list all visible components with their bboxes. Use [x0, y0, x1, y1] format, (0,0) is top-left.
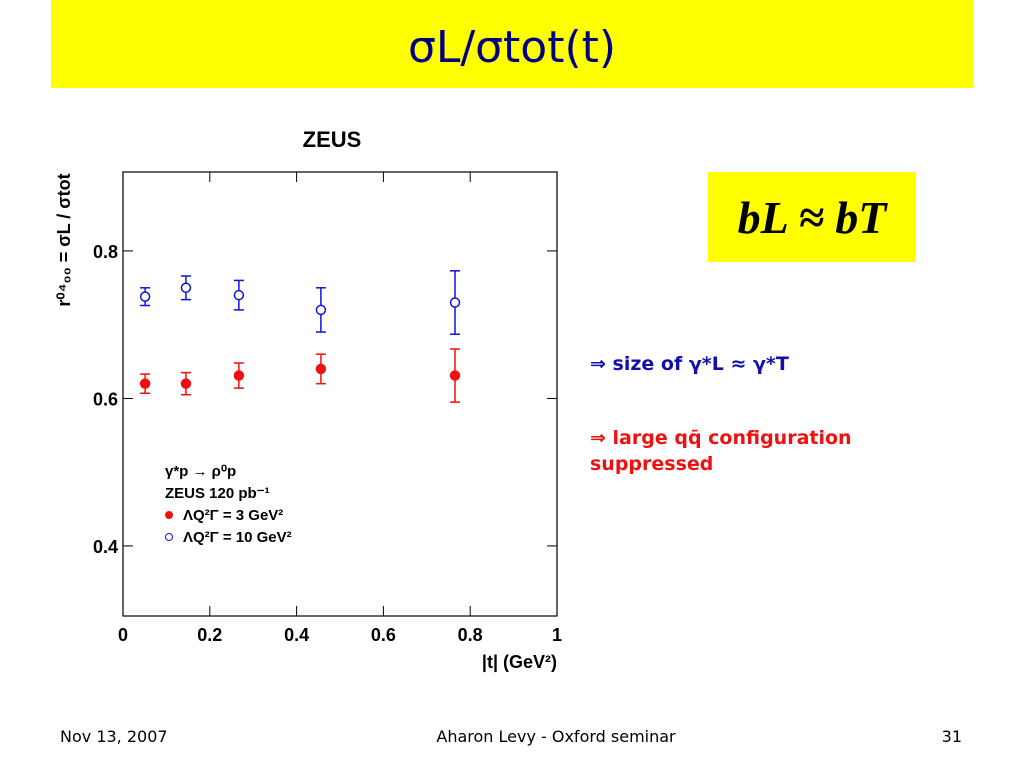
bullet: ⇒ large qq̄ configuration: [590, 427, 852, 449]
chart-title: ZEUS: [303, 127, 362, 152]
annotation: γ*p → ρ⁰p: [165, 463, 236, 480]
x-tick-label: 0.6: [371, 625, 396, 645]
formula-box: [708, 172, 916, 262]
x-tick-label: 1: [552, 625, 562, 645]
point: [233, 289, 245, 301]
y-tick-label: 0.4: [93, 537, 118, 557]
legend-label: ΛQ²Γ = 3 GeV²: [183, 507, 283, 524]
point: [233, 370, 245, 381]
y-tick-label: 0.6: [93, 389, 118, 409]
legend-marker: [165, 533, 173, 541]
x-axis-label: |t| (GeV²): [482, 652, 557, 672]
bullet: ⇒ size of γ*L ≈ γ*T: [590, 353, 789, 375]
point: [449, 370, 461, 381]
footer-page: 31: [942, 727, 962, 746]
x-tick-label: 0: [118, 625, 128, 645]
formula: bL ≈ bT: [738, 192, 889, 243]
legend-marker: [165, 511, 173, 519]
point: [180, 282, 192, 294]
x-tick-label: 0.4: [284, 625, 309, 645]
y-tick-label: 0.8: [93, 242, 118, 262]
annotation: ZEUS 120 pb⁻¹: [165, 485, 270, 502]
title-band: [51, 0, 973, 88]
slide-title: σL/σtot(t): [408, 22, 616, 73]
x-tick-label: 0.8: [458, 625, 483, 645]
point: [449, 297, 461, 308]
x-tick-label: 0.2: [197, 625, 222, 645]
y-axis-label: r⁰⁴₀₀ = σL / σtot: [54, 173, 74, 306]
point: [139, 291, 151, 302]
point: [315, 363, 327, 375]
point: [180, 378, 192, 389]
footer-date: Nov 13, 2007: [60, 727, 168, 746]
footer-center: Aharon Levy - Oxford seminar: [436, 727, 676, 746]
plot-frame: [122, 171, 558, 617]
point: [315, 304, 327, 316]
point: [139, 378, 151, 389]
legend-label: ΛQ²Γ = 10 GeV²: [183, 529, 292, 546]
bullet: suppressed: [590, 453, 713, 475]
